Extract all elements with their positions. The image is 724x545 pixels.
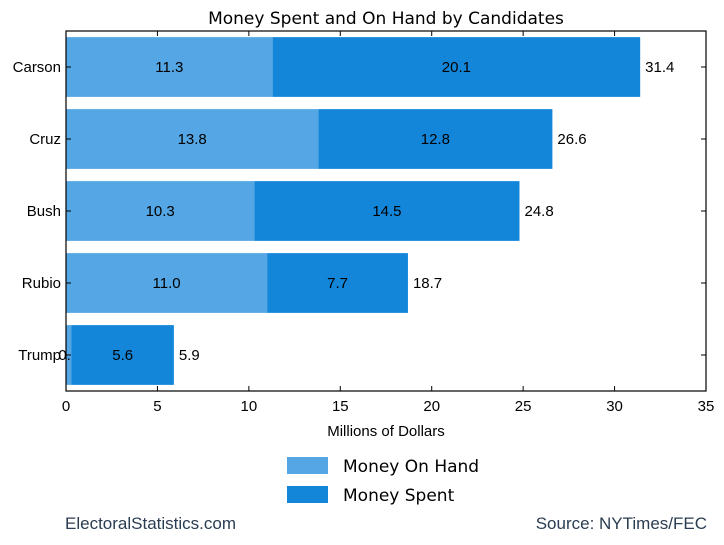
bar-rubio-spent [267,253,408,313]
data-label: 7.7 [327,275,348,292]
bar-cruz-on-hand [66,109,319,169]
data-label: 11.3 [155,59,183,76]
total-label: 5.9 [179,347,200,364]
data-label: 5.6 [112,347,133,364]
x-tick-label: 20 [423,398,440,415]
data-label: 14.5 [372,203,401,220]
x-tick-label: 25 [515,398,532,415]
data-label: 10.3 [146,203,175,220]
data-label: 11.0 [153,275,181,292]
data-label: 20.1 [442,59,471,76]
data-label: 12.8 [421,131,450,148]
chart-title: Money Spent and On Hand by Candidates [208,9,564,29]
site-credit: ElectoralStatistics.com [65,514,236,533]
bar-carson-spent [272,37,641,97]
category-label: Bush [27,203,61,220]
x-axis: 0 5 10 15 20 25 30 35 [62,31,715,415]
total-label: 18.7 [413,275,442,292]
legend-label-spent: Money Spent [343,486,455,506]
bar-carson-on-hand [66,37,273,97]
category-label: Rubio [22,275,61,292]
source-credit: Source: NYTimes/FEC [535,514,707,533]
category-label: Trump [18,347,61,364]
total-label: 26.6 [557,131,586,148]
x-tick-label: 10 [241,398,258,415]
x-tick-label: 5 [153,398,161,415]
legend-swatch-spent [287,486,328,503]
legend: Money On Hand Money Spent [287,457,479,506]
bar-bush-on-hand [66,181,255,241]
bar-bush-spent [254,181,520,241]
x-tick-label: 15 [332,398,349,415]
category-label: Cruz [29,131,61,148]
bar-rubio-on-hand [66,253,268,313]
x-tick-label: 35 [698,398,715,415]
bar-cruz-spent [318,109,553,169]
x-axis-label: Millions of Dollars [327,423,445,440]
category-label: Carson [13,59,61,76]
x-tick-label: 30 [606,398,623,415]
legend-label-on-hand: Money On Hand [343,457,479,477]
data-label: 13.8 [178,131,207,148]
y-axis: Carson Cruz Bush Rubio Trump [13,59,706,364]
legend-swatch-on-hand [287,457,328,474]
plot-area: 11.3 20.1 31.4 13.8 12.8 26.6 10.3 14.5 24.8 11.0… [58,37,674,385]
total-label: 24.8 [524,203,553,220]
total-label: 31.4 [645,59,674,76]
x-tick-label: 0 [62,398,70,415]
bar-trump-spent [71,325,174,385]
